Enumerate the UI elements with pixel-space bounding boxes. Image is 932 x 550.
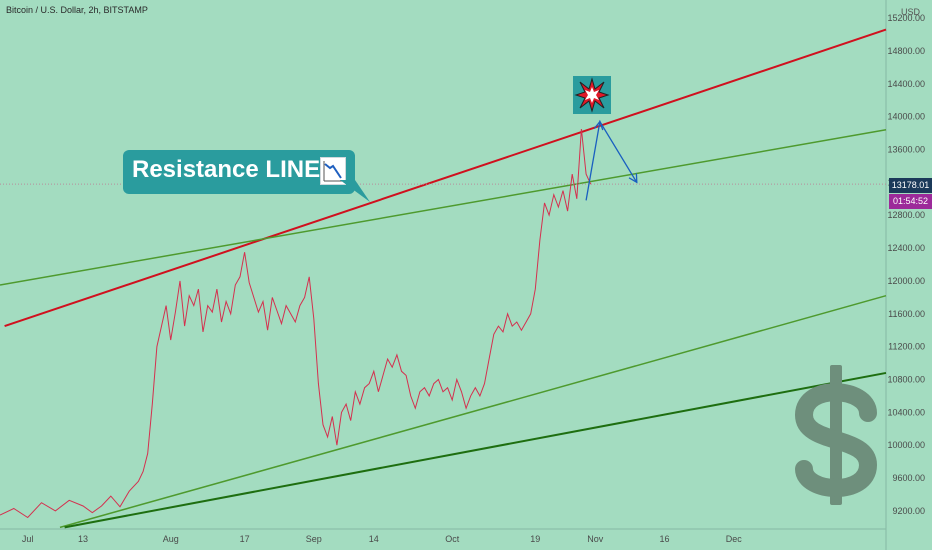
x-tick-label: 17 <box>240 534 250 544</box>
y-tick-label: 14400.00 <box>887 79 925 89</box>
y-tick-label: 10000.00 <box>887 440 925 450</box>
y-tick-label: 10400.00 <box>887 407 925 417</box>
y-tick-label: 12400.00 <box>887 243 925 253</box>
currency-label: USD <box>900 7 920 17</box>
y-tick-label: 12800.00 <box>887 210 925 220</box>
x-tick-label: Jul <box>22 534 34 544</box>
y-tick-label: 11200.00 <box>888 342 925 352</box>
resistance-line <box>4 28 887 328</box>
x-tick-label: Oct <box>445 534 460 544</box>
y-axis: 9200.00 9600.00 10000.00 10400.00 10800.00 11… <box>887 13 925 516</box>
current-price-tag: 13178.01 <box>889 178 932 193</box>
projection-arrow <box>585 119 638 201</box>
x-tick-label: 16 <box>659 534 669 544</box>
x-tick-label: 13 <box>78 534 88 544</box>
projection-arrowheads <box>593 120 638 184</box>
upper-channel-line <box>0 129 887 286</box>
x-tick-label: Nov <box>587 534 604 544</box>
x-tick-label: 19 <box>530 534 540 544</box>
y-tick-label: 9200.00 <box>892 506 925 516</box>
y-tick-label: 13600.00 <box>887 145 925 155</box>
y-tick-label: 15200.00 <box>887 13 925 23</box>
resistance-callout: Resistance LINE <box>123 150 355 194</box>
callout-pointer <box>340 180 370 202</box>
x-tick-label: Sep <box>306 534 322 544</box>
countdown-tag: 01:54:52 <box>889 194 932 209</box>
support-line <box>64 371 887 529</box>
y-tick-label: 9600.00 <box>892 473 925 483</box>
y-tick-label: 10800.00 <box>887 375 925 385</box>
lower-channel-line <box>59 294 887 529</box>
y-tick-label: 14000.00 <box>887 112 925 122</box>
arrowhead <box>628 173 638 184</box>
x-tick-label: Dec <box>726 534 743 544</box>
resistance-label: Resistance LINE <box>132 156 321 183</box>
dollar-sign-icon <box>794 365 878 505</box>
explosion-icon <box>573 76 611 114</box>
y-tick-label: 12000.00 <box>887 276 925 286</box>
x-tick-label: 14 <box>369 534 379 544</box>
x-tick-label: Aug <box>163 534 179 544</box>
chart-title: Bitcoin / U.S. Dollar, 2h, BITSTAMP <box>6 5 148 15</box>
price-series <box>0 128 592 519</box>
y-tick-label: 11600.00 <box>888 309 925 319</box>
x-axis: Jul 13 Aug 17 Sep 14 Oct 19 Nov 16 Dec <box>22 534 742 544</box>
trendlines <box>0 28 887 529</box>
y-tick-label: 14800.00 <box>887 46 925 56</box>
arrowhead <box>593 120 604 131</box>
